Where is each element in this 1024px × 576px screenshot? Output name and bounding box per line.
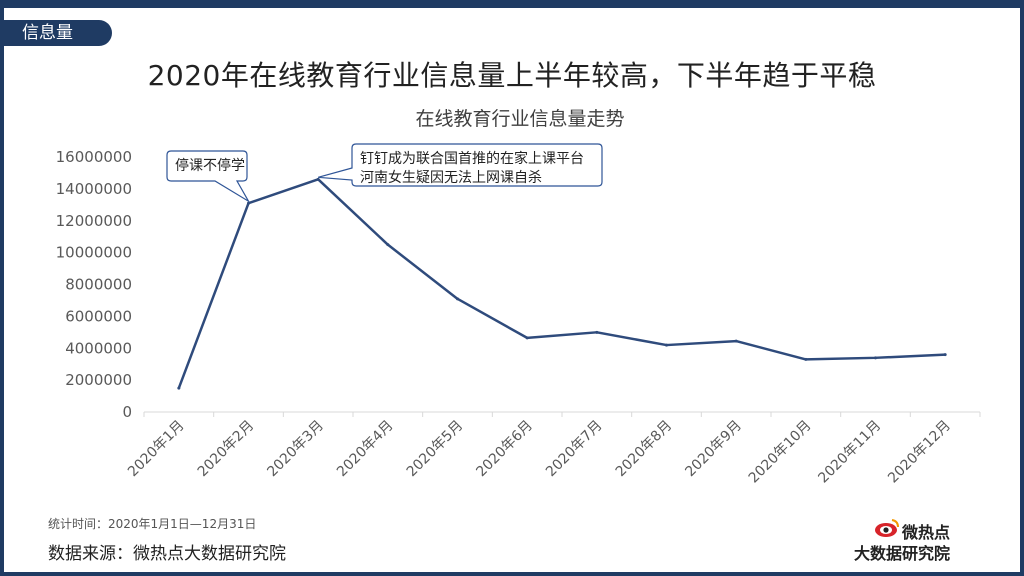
brand-subtitle: 大数据研究院 — [854, 544, 951, 563]
x-tick-label: 2020年8月 — [613, 418, 676, 481]
x-tick-label: 2020年12月 — [885, 418, 954, 487]
data-point — [386, 243, 390, 247]
annotation-callout — [318, 143, 603, 187]
data-point — [804, 357, 808, 361]
frame-right-bar — [1020, 0, 1024, 576]
x-tick-label: 2020年7月 — [543, 418, 606, 481]
x-tick-label: 2020年4月 — [334, 418, 397, 481]
data-point — [943, 353, 947, 357]
frame-bottom-bar — [0, 572, 1024, 576]
section-tag: 信息量 — [0, 20, 112, 46]
data-point — [177, 386, 181, 390]
y-tick-label: 0 — [122, 403, 132, 421]
data-point — [456, 297, 459, 301]
series-line — [177, 178, 946, 389]
x-tick-label: 2020年3月 — [264, 418, 327, 481]
y-tick-label: 16000000 — [56, 148, 132, 166]
y-tick-label: 4000000 — [65, 339, 132, 357]
data-point — [874, 356, 877, 360]
statistics-period-note: 统计时间：2020年1月1日—12月31日 — [48, 517, 257, 531]
y-tick-label: 6000000 — [65, 307, 132, 325]
y-tick-label: 8000000 — [65, 276, 132, 294]
x-tick-label: 2020年5月 — [404, 418, 467, 481]
data-point — [247, 201, 250, 205]
brand-logo: 微热点 大数据研究院 — [854, 514, 994, 566]
data-point — [316, 177, 320, 181]
page-headline: 2020年在线教育行业信息量上半年较高，下半年趋于平稳 — [147, 59, 877, 92]
x-tick-label: 2020年2月 — [195, 418, 258, 481]
weibo-eye-icon — [875, 519, 899, 537]
annotation-text: 河南女生疑因无法上网课自杀 — [360, 169, 542, 186]
y-tick-label: 10000000 — [56, 244, 132, 262]
x-tick-label: 2020年10月 — [746, 418, 815, 487]
y-tick-label: 14000000 — [56, 180, 132, 198]
data-source-note: 数据来源：微热点大数据研究院 — [48, 544, 286, 564]
brand-name: 微热点 — [902, 523, 951, 542]
data-point — [734, 339, 738, 343]
x-tick-label: 2020年9月 — [682, 418, 745, 481]
x-tick-label: 2020年11月 — [815, 418, 884, 487]
data-point — [665, 343, 668, 347]
annotation-text: 钉钉成为联合国首推的在家上课平台 — [360, 150, 584, 167]
data-point — [525, 336, 529, 340]
frame-top-bar — [0, 0, 1024, 8]
y-tick-label: 2000000 — [65, 371, 132, 389]
data-point — [595, 330, 599, 334]
x-tick-label: 2020年6月 — [473, 418, 536, 481]
x-tick-label: 2020年1月 — [125, 418, 188, 481]
annotation-text: 停课不停学 — [175, 157, 245, 174]
annotation-callout — [166, 150, 251, 203]
frame-left-bar — [0, 0, 4, 576]
chart-title: 在线教育行业信息量走势 — [415, 108, 624, 130]
y-tick-label: 12000000 — [56, 212, 132, 230]
